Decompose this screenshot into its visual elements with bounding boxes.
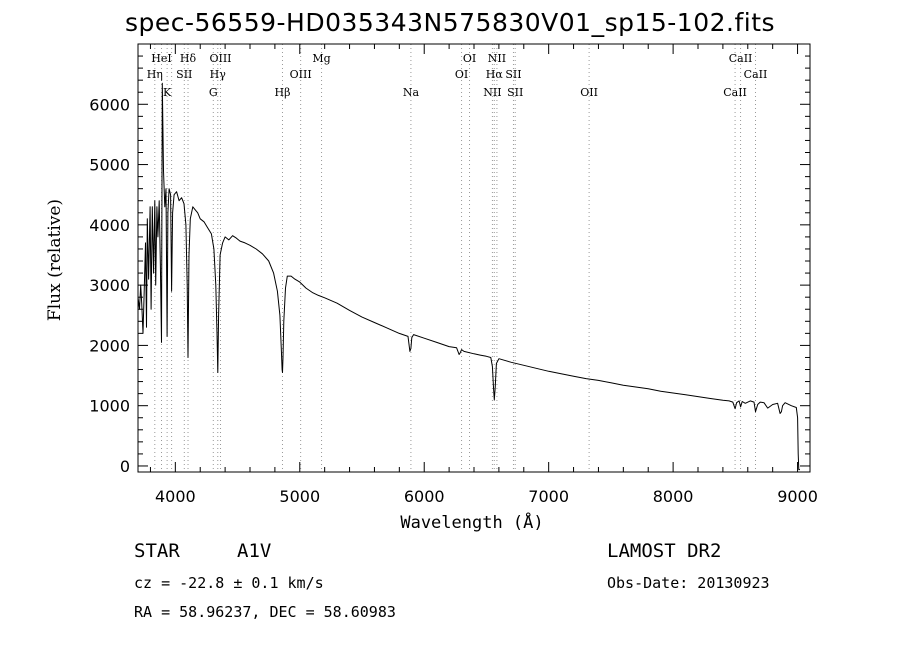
marker-label: Mg [312,52,330,65]
marker-label: CaII [744,68,768,81]
marker-label: K [163,86,172,99]
marker-label: SII [505,68,521,81]
marker-label: SII [507,86,523,99]
marker-label: Na [403,86,420,99]
marker-label: Hβ [275,86,291,99]
sky-coordinates: RA = 58.96237, DEC = 58.60983 [134,603,396,621]
y-tick-label: 3000 [89,276,130,295]
x-tick-label: 5000 [279,487,320,506]
y-tick-label: 6000 [89,95,130,114]
marker-label: OIII [209,52,231,65]
x-tick-label: 9000 [777,487,818,506]
marker-label: OIII [290,68,312,81]
marker-label: NII [483,86,501,99]
marker-label: Hα [486,68,504,81]
object-subclass: A1V [237,540,272,562]
y-tick-label: 5000 [89,156,130,175]
marker-label: Hη [147,68,163,81]
plot-frame [137,43,811,473]
y-tick-label: 0 [120,457,130,476]
spectrum-series [137,82,800,471]
y-tick-label: 2000 [89,336,130,355]
x-tick-label: 7000 [528,487,569,506]
x-tick-label: 6000 [404,487,445,506]
marker-label: OI [463,52,476,65]
marker-label: OI [455,68,468,81]
x-axis-label: Wavelength (Å) [400,511,543,533]
marker-label: SII [176,68,192,81]
x-tick-label: 8000 [653,487,694,506]
marker-label: HeI [151,52,171,65]
y-axis-label: Flux (relative) [45,199,65,321]
marker-label: NII [488,52,506,65]
marker-label: OII [580,86,598,99]
spectral-line-markers [154,44,756,472]
object-class: STAR [134,540,180,562]
marker-label: CaII [723,86,747,99]
marker-label: Hγ [210,68,227,81]
marker-label: G [209,86,218,99]
spectral-line-labels: HηHeIKHδSIIGOIIIHγHβOIIIMgNaOIOINIIHαNII… [147,52,768,99]
x-tick-label: 4000 [155,487,196,506]
redshift-velocity: cz = -22.8 ± 0.1 km/s [134,574,324,592]
survey-label: LAMOST DR2 [607,540,722,562]
marker-label: Hδ [180,52,197,65]
y-tick-label: 1000 [89,397,130,416]
spectrum-line [137,82,800,471]
observation-date: Obs-Date: 20130923 [607,574,770,592]
y-axis-ticks: 0 1000 2000 3000 4000 5000 6000 [89,43,810,476]
marker-label: CaII [729,52,753,65]
y-tick-label: 4000 [89,216,130,235]
chart-title: spec-56559-HD035343N575830V01_sp15-102.f… [124,8,776,37]
x-axis-ticks: 4000 5000 6000 7000 8000 9000 [149,44,818,506]
